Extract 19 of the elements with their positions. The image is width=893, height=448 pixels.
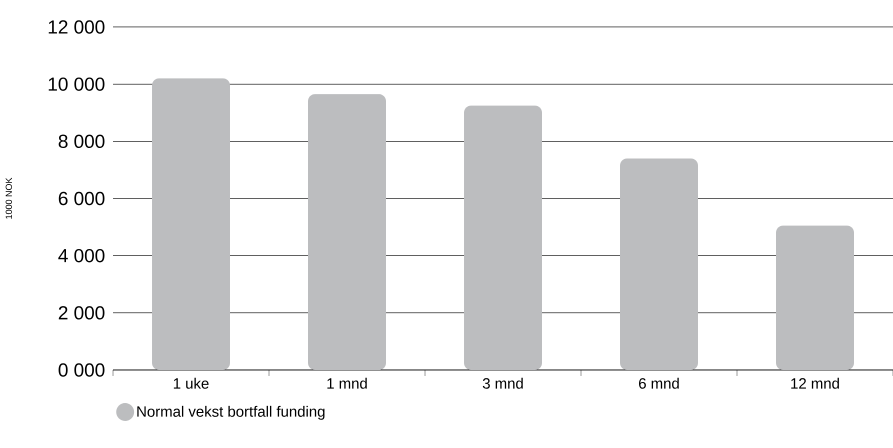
y-tick-label: 8 000 <box>58 134 104 148</box>
y-tick-label: 6 000 <box>58 192 104 206</box>
x-tick-label: 1 uke <box>174 378 209 389</box>
y-tick-label: 2 000 <box>58 306 104 320</box>
y-tick-label: 0 000 <box>58 363 104 377</box>
bar <box>152 78 230 370</box>
y-tick-label: 4 000 <box>58 248 104 262</box>
y-tick-label: 10 000 <box>48 77 104 91</box>
bar <box>620 158 698 370</box>
y-tick-label: 12 000 <box>48 20 104 34</box>
bar <box>464 106 542 370</box>
bar <box>776 226 854 370</box>
x-tick-label: 1 mnd <box>327 378 367 389</box>
x-tick-label: 3 mnd <box>482 378 523 389</box>
y-axis-title: 1000 NOK <box>6 178 12 219</box>
legend-label: Normal vekst bortfall funding <box>137 406 324 420</box>
x-tick-label: 6 mnd <box>639 378 679 389</box>
x-tick-label: 12 mnd <box>791 378 839 389</box>
bar <box>308 94 386 370</box>
